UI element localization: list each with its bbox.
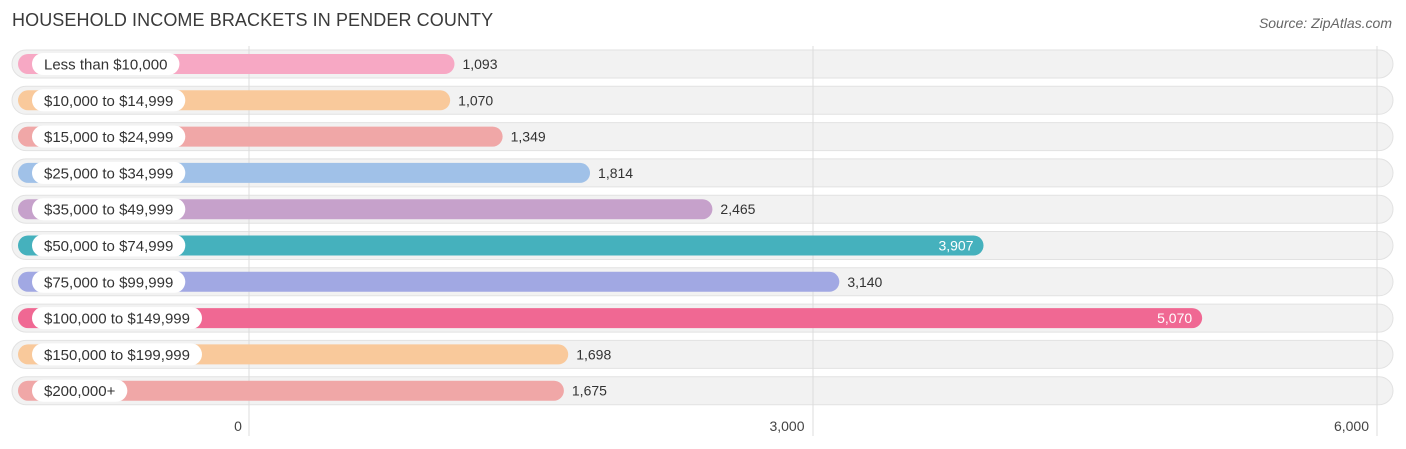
category-label: $75,000 to $99,999 xyxy=(44,274,173,291)
category-label-pill xyxy=(32,53,180,75)
chart-title: HOUSEHOLD INCOME BRACKETS IN PENDER COUN… xyxy=(12,10,494,30)
value-label: 5,070 xyxy=(1157,310,1192,326)
category-label: $25,000 to $34,999 xyxy=(44,165,173,182)
value-label: 1,070 xyxy=(458,92,493,108)
value-label: 1,814 xyxy=(598,165,633,181)
category-label-pill xyxy=(32,161,186,184)
category-label-pill xyxy=(32,198,186,221)
bar xyxy=(18,308,1203,329)
value-label: 3,907 xyxy=(938,238,973,254)
category-label: Less than $10,000 xyxy=(44,57,167,74)
category-label-pill xyxy=(32,270,186,293)
bar xyxy=(18,380,564,401)
category-label-pill xyxy=(32,125,186,148)
value-label: 1,349 xyxy=(511,129,546,145)
category-label: $100,000 to $149,999 xyxy=(44,311,190,328)
tick-label: 6,000 xyxy=(1334,418,1369,434)
tick-label: 3,000 xyxy=(769,418,804,434)
value-label: 2,465 xyxy=(720,201,755,217)
category-label: $50,000 to $74,999 xyxy=(44,238,173,255)
category-label-pill xyxy=(32,307,202,330)
category-label-pill xyxy=(32,379,128,402)
chart-source: Source: ZipAtlas.com xyxy=(1258,15,1392,31)
tick-label: 0 xyxy=(234,418,242,434)
category-label: $15,000 to $24,999 xyxy=(44,129,173,146)
category-label: $150,000 to $199,999 xyxy=(44,347,190,364)
value-label: 1,093 xyxy=(462,56,497,72)
value-label: 1,698 xyxy=(576,346,611,362)
bar xyxy=(18,271,840,292)
value-label: 3,140 xyxy=(847,274,882,290)
category-label-pill xyxy=(32,343,202,366)
category-label-pill xyxy=(32,234,186,257)
bar xyxy=(18,199,713,220)
category-label: $35,000 to $49,999 xyxy=(44,202,173,219)
bar xyxy=(18,235,984,256)
category-label-pill xyxy=(32,89,186,112)
value-label: 1,675 xyxy=(572,383,607,399)
category-label: $200,000+ xyxy=(44,383,116,400)
category-label: $10,000 to $14,999 xyxy=(44,93,173,110)
